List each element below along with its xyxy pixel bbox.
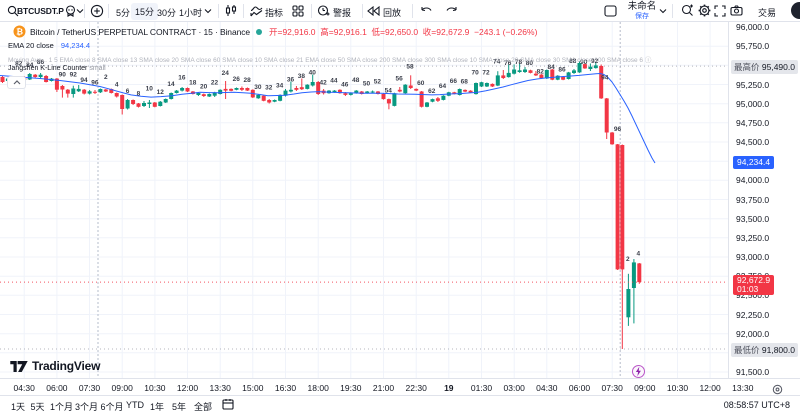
svg-text:58: 58 <box>406 64 414 71</box>
svg-text:64: 64 <box>439 83 447 90</box>
svg-text:2: 2 <box>104 74 108 81</box>
svg-text:8: 8 <box>137 91 141 98</box>
svg-text:66: 66 <box>450 78 458 85</box>
svg-text:34: 34 <box>276 83 284 90</box>
svg-text:88: 88 <box>569 58 577 65</box>
svg-text:74: 74 <box>493 59 501 66</box>
svg-text:6: 6 <box>126 88 130 95</box>
svg-text:90: 90 <box>580 59 588 66</box>
svg-text:94: 94 <box>80 77 88 84</box>
svg-text:46: 46 <box>341 82 349 89</box>
svg-text:76: 76 <box>504 60 512 67</box>
svg-text:96: 96 <box>614 126 622 133</box>
svg-text:54: 54 <box>385 87 393 94</box>
svg-text:94: 94 <box>601 75 609 82</box>
svg-text:60: 60 <box>417 80 425 87</box>
svg-text:48: 48 <box>352 77 360 84</box>
svg-text:84: 84 <box>547 64 555 71</box>
svg-text:90: 90 <box>59 72 67 79</box>
svg-text:50: 50 <box>363 81 371 88</box>
svg-text:₿: ₿ <box>16 27 23 37</box>
svg-text:38: 38 <box>298 73 306 80</box>
svg-text:24: 24 <box>222 70 230 77</box>
svg-text:26: 26 <box>233 76 241 83</box>
svg-text:72: 72 <box>482 70 490 77</box>
svg-text:62: 62 <box>428 88 436 95</box>
svg-text:4: 4 <box>115 82 119 89</box>
svg-text:10: 10 <box>146 86 154 93</box>
svg-text:92: 92 <box>591 58 599 65</box>
svg-text:92: 92 <box>70 72 78 79</box>
svg-text:42: 42 <box>319 79 327 86</box>
svg-text:18: 18 <box>189 80 197 87</box>
svg-text:68: 68 <box>461 78 469 85</box>
svg-text:40: 40 <box>309 69 317 76</box>
svg-text:32: 32 <box>265 85 273 92</box>
svg-text:96: 96 <box>91 79 99 86</box>
svg-text:52: 52 <box>374 79 382 86</box>
svg-text:30: 30 <box>254 84 262 91</box>
svg-text:86: 86 <box>37 59 45 66</box>
svg-text:56: 56 <box>395 75 403 82</box>
svg-text:2: 2 <box>626 256 630 263</box>
svg-text:82: 82 <box>15 61 23 68</box>
svg-text:70: 70 <box>471 70 479 77</box>
svg-text:86: 86 <box>558 67 566 74</box>
svg-text:14: 14 <box>167 81 175 88</box>
svg-text:78: 78 <box>515 59 523 66</box>
svg-text:16: 16 <box>178 75 186 82</box>
svg-text:28: 28 <box>243 77 251 84</box>
svg-text:44: 44 <box>330 78 338 85</box>
svg-text:82: 82 <box>537 69 545 76</box>
svg-text:84: 84 <box>26 62 34 69</box>
svg-text:80: 80 <box>526 60 534 67</box>
svg-text:22: 22 <box>211 80 219 87</box>
svg-text:12: 12 <box>157 89 165 96</box>
svg-text:4: 4 <box>636 250 640 257</box>
svg-text:36: 36 <box>287 77 295 84</box>
svg-text:20: 20 <box>200 84 208 91</box>
